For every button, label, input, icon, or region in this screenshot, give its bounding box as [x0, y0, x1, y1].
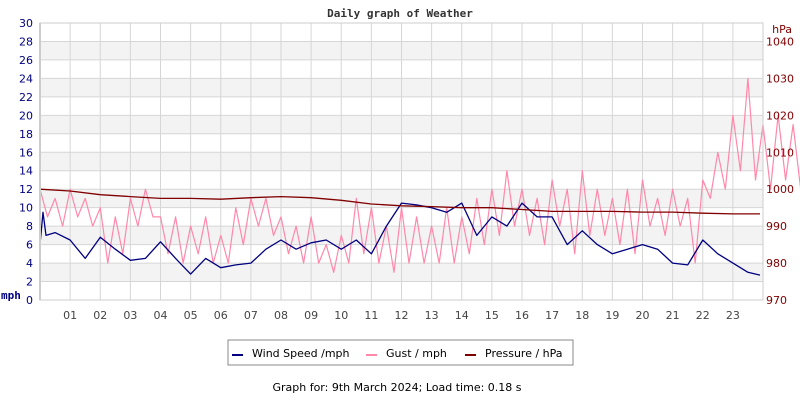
x-tick-label: 18 [575, 309, 589, 322]
right-tick-label: 1010 [766, 146, 794, 159]
legend-label-gust: Gust / mph [386, 347, 447, 360]
x-tick-label: 19 [605, 309, 619, 322]
right-tick-label: 1020 [766, 109, 794, 122]
left-tick-label: 18 [19, 128, 33, 141]
legend-label-wind: Wind Speed /mph [252, 347, 350, 360]
x-tick-label: 10 [334, 309, 348, 322]
x-tick-label: 13 [425, 309, 439, 322]
x-tick-label: 07 [244, 309, 258, 322]
x-tick-label: 14 [455, 309, 469, 322]
left-tick-label: 14 [19, 165, 33, 178]
x-tick-label: 02 [93, 309, 107, 322]
left-tick-label: 24 [19, 72, 33, 85]
pressure-line [39, 188, 760, 215]
right-tick-label: 1030 [766, 72, 794, 85]
left-tick-label: 22 [19, 91, 33, 104]
x-tick-label: 20 [636, 309, 650, 322]
x-tick-label: 17 [545, 309, 559, 322]
left-tick-label: 6 [26, 239, 33, 252]
left-tick-label: 10 [19, 202, 33, 215]
left-tick-label: 0 [26, 294, 33, 307]
right-tick-label: 970 [766, 294, 787, 307]
x-tick-label: 08 [274, 309, 288, 322]
x-tick-label: 23 [726, 309, 740, 322]
left-tick-label: 30 [19, 17, 33, 30]
x-tick-label: 22 [696, 309, 710, 322]
x-tick-label: 04 [154, 309, 168, 322]
x-tick-label: 21 [666, 309, 680, 322]
x-tick-label: 05 [184, 309, 198, 322]
footer-text: Graph for: 9th March 2024; Load time: 0.… [272, 381, 521, 394]
right-tick-label: 990 [766, 220, 787, 233]
right-tick-label: 1000 [766, 183, 794, 196]
chart-title: Daily graph of Weather [327, 7, 473, 20]
left-tick-label: 12 [19, 183, 33, 196]
x-tick-label: 11 [364, 309, 378, 322]
x-tick-label: 16 [515, 309, 529, 322]
x-tick-label: 12 [395, 309, 409, 322]
left-tick-label: 28 [19, 35, 33, 48]
right-tick-label: 980 [766, 257, 787, 270]
legend: Wind Speed /mph Gust / mph Pressure / hP… [227, 339, 574, 366]
x-tick-label: 06 [214, 309, 228, 322]
right-tick-label: 1040 [766, 35, 794, 48]
legend-label-pressure: Pressure / hPa [485, 347, 563, 360]
left-tick-label: 26 [19, 54, 33, 67]
x-tick-label: 01 [63, 309, 77, 322]
x-tick-label: 15 [485, 309, 499, 322]
gust-line [39, 77, 800, 273]
x-tick-label: 09 [304, 309, 318, 322]
left-tick-label: 20 [19, 109, 33, 122]
right-axis-label: hPa [772, 23, 792, 36]
x-tick-label: 03 [123, 309, 137, 322]
left-tick-label: 4 [26, 257, 33, 270]
left-tick-label: 16 [19, 146, 33, 159]
left-axis-label: mph [1, 289, 21, 302]
left-tick-label: 2 [26, 276, 33, 289]
wind-speed-line [39, 202, 761, 276]
left-tick-label: 8 [26, 220, 33, 233]
